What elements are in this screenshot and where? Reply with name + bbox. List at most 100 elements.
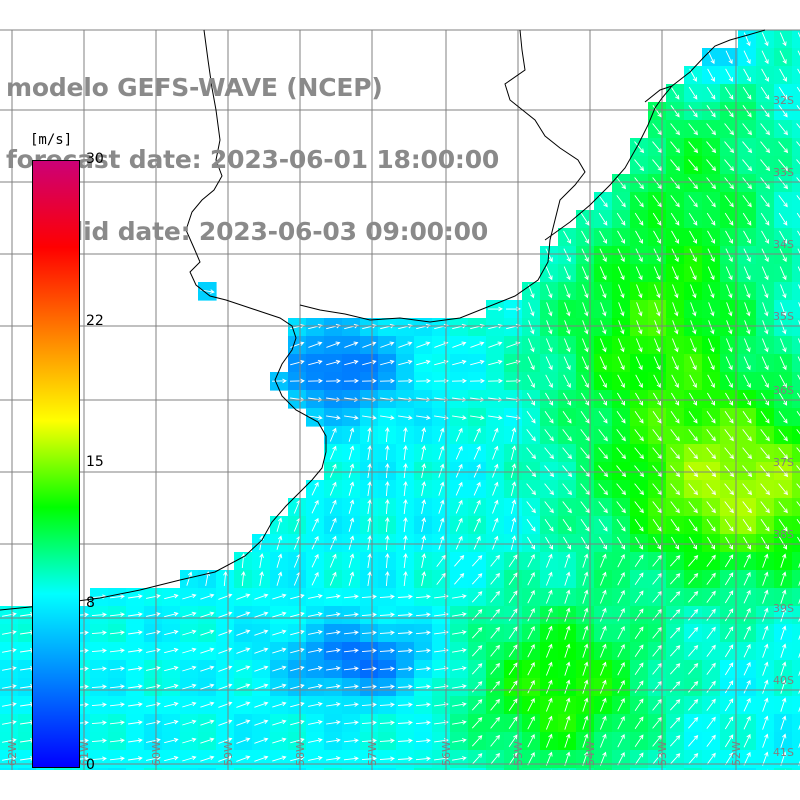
- wind-arrow: [743, 248, 751, 263]
- wind-arrow: [470, 359, 485, 366]
- wind-arrow: [452, 684, 467, 689]
- wind-arrow: [653, 772, 662, 783]
- wind-arrow: [308, 755, 323, 761]
- wind-arrow: [797, 32, 800, 38]
- wind-arrow: [343, 738, 359, 743]
- wind-arrow: [600, 302, 607, 317]
- wind-arrow: [780, 643, 787, 658]
- wind-arrow: [397, 738, 413, 744]
- wind-arrow: [688, 734, 699, 747]
- wind-arrow: [706, 483, 716, 496]
- wind-arrow: [527, 356, 535, 371]
- wind-arrow: [670, 447, 680, 460]
- wind-speed-cell: [792, 498, 800, 517]
- wind-speed-cell: [432, 768, 451, 770]
- wind-arrow: [527, 536, 536, 550]
- wind-arrow: [617, 607, 625, 622]
- wind-arrow: [706, 447, 716, 460]
- wind-arrow: [329, 499, 337, 514]
- wind-arrow: [708, 320, 715, 335]
- wind-arrow: [452, 612, 467, 617]
- wind-arrow: [688, 447, 698, 460]
- wind-arrow: [742, 212, 752, 226]
- wind-speed-cell: [792, 300, 800, 319]
- wind-arrow: [508, 716, 518, 730]
- wind-arrow: [706, 608, 716, 621]
- wind-arrow: [798, 302, 800, 308]
- wind-arrow: [452, 359, 467, 366]
- wind-arrow: [385, 553, 390, 569]
- wind-arrow: [329, 517, 337, 532]
- wind-arrow: [742, 195, 752, 208]
- wind-arrow: [2, 648, 17, 653]
- wind-arrow: [397, 612, 413, 618]
- wind-speed-cell: [792, 480, 800, 499]
- wind-arrow: [672, 320, 679, 335]
- wind-arrow: [272, 737, 287, 744]
- wind-arrow: [760, 177, 770, 190]
- wind-arrow: [617, 553, 625, 568]
- wind-arrow: [742, 429, 752, 442]
- wind-arrow: [182, 665, 197, 672]
- wind-arrow: [91, 612, 107, 617]
- wind-arrow: [761, 392, 770, 406]
- wind-arrow: [487, 306, 503, 312]
- wind-arrow: [617, 536, 626, 550]
- wind-arrow: [490, 698, 500, 711]
- wind-arrow: [762, 625, 769, 640]
- wind-arrow: [671, 392, 680, 406]
- wind-arrow: [798, 628, 800, 640]
- longitude-label: 60W: [150, 741, 163, 766]
- wind-arrow: [200, 774, 213, 779]
- wind-arrow: [761, 266, 769, 281]
- wind-arrow: [344, 341, 359, 348]
- wind-arrow: [653, 392, 662, 406]
- wind-arrow: [527, 697, 535, 712]
- wind-arrow: [471, 645, 483, 657]
- wind-arrow: [311, 517, 319, 532]
- wind-arrow: [725, 392, 734, 406]
- wind-arrow: [724, 752, 734, 766]
- wind-arrow: [344, 775, 358, 779]
- wind-arrow: [743, 553, 751, 568]
- wind-arrow: [634, 698, 644, 712]
- wind-arrow: [580, 483, 590, 496]
- wind-arrow: [724, 86, 734, 100]
- wind-speed-cell: [126, 768, 145, 770]
- wind-arrow: [617, 248, 625, 263]
- wind-arrow: [223, 571, 228, 587]
- wind-arrow: [796, 447, 800, 453]
- wind-speed-cell: [756, 768, 775, 770]
- wind-arrow: [616, 410, 626, 424]
- wind-arrow: [421, 571, 427, 586]
- wind-arrow: [38, 775, 52, 779]
- wind-arrow: [760, 86, 770, 100]
- wind-arrow: [671, 248, 679, 263]
- wind-arrow: [706, 501, 716, 514]
- wind-speed-cell: [792, 534, 800, 553]
- wind-arrow: [796, 212, 800, 219]
- wind-arrow: [397, 756, 413, 762]
- wind-arrow: [743, 661, 751, 676]
- wind-arrow: [762, 553, 769, 568]
- wind-arrow: [652, 752, 662, 765]
- wind-arrow: [724, 465, 735, 478]
- wind-arrow: [544, 518, 554, 532]
- wind-arrow: [778, 86, 788, 100]
- wind-arrow: [742, 501, 752, 514]
- wind-arrow: [724, 554, 734, 568]
- wind-arrow: [164, 755, 179, 762]
- wind-arrow: [527, 589, 535, 604]
- wind-arrow: [544, 465, 555, 478]
- wind-arrow: [362, 415, 377, 420]
- wind-arrow: [670, 483, 680, 496]
- wind-arrow: [653, 536, 662, 550]
- wind-arrow: [742, 465, 753, 478]
- wind-arrow: [744, 284, 751, 299]
- wind-arrow: [652, 483, 662, 496]
- wind-arrow: [329, 463, 337, 478]
- wind-arrow: [471, 591, 483, 603]
- wind-arrow: [652, 644, 662, 657]
- wind-arrow: [526, 483, 536, 496]
- wind-arrow: [200, 719, 215, 726]
